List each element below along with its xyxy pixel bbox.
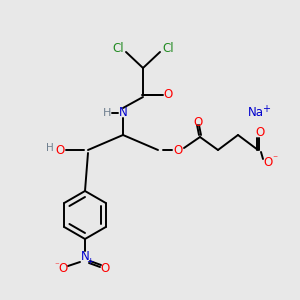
Text: O: O — [58, 262, 68, 275]
Text: N: N — [81, 250, 89, 263]
Text: O: O — [255, 127, 265, 140]
Text: Na: Na — [248, 106, 264, 119]
Text: O: O — [194, 116, 202, 128]
Text: N: N — [118, 106, 127, 119]
Text: Cl: Cl — [112, 41, 124, 55]
Text: O: O — [164, 88, 172, 101]
Text: Cl: Cl — [162, 41, 174, 55]
Text: O: O — [173, 143, 183, 157]
Text: O: O — [100, 262, 109, 275]
Text: H: H — [103, 108, 111, 118]
Text: ⁻: ⁻ — [55, 262, 59, 271]
Text: +: + — [86, 256, 94, 266]
Text: H: H — [46, 143, 54, 153]
Text: O: O — [56, 143, 64, 157]
Text: O: O — [263, 157, 273, 169]
Text: ⁻: ⁻ — [272, 154, 278, 164]
Text: +: + — [262, 104, 270, 114]
